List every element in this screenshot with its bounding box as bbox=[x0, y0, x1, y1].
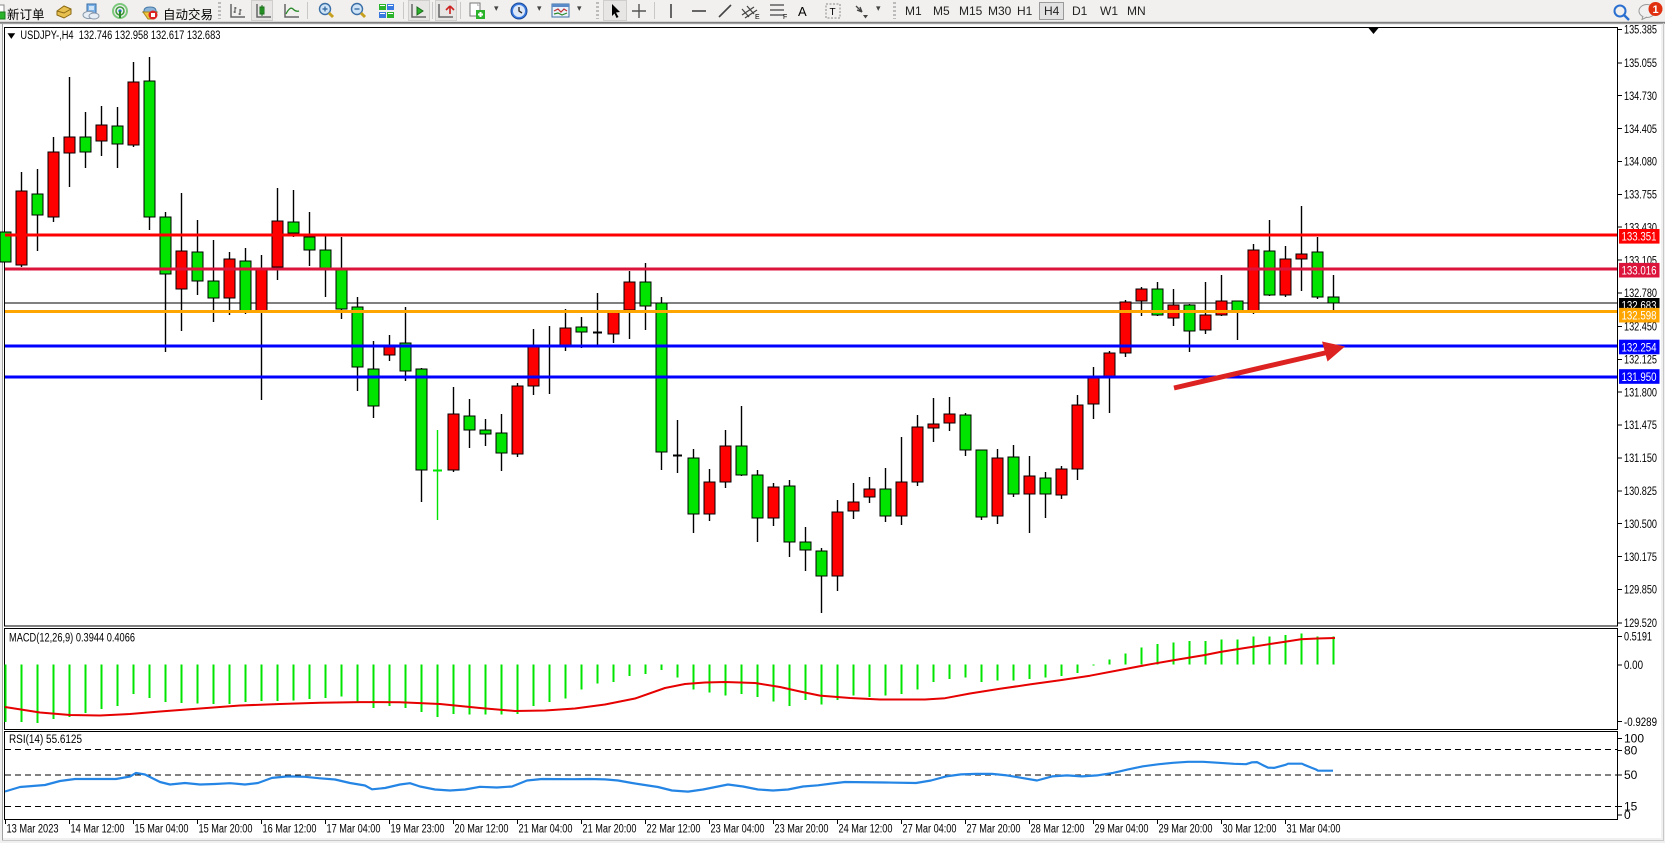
svg-text:21 Mar 04:00: 21 Mar 04:00 bbox=[519, 824, 573, 836]
svg-text:22 Mar 12:00: 22 Mar 12:00 bbox=[647, 824, 701, 836]
svg-text:133.755: 133.755 bbox=[1624, 188, 1657, 202]
svg-text:24 Mar 12:00: 24 Mar 12:00 bbox=[839, 824, 893, 836]
svg-text:MACD(12,26,9) 0.3944 0.4066: MACD(12,26,9) 0.3944 0.4066 bbox=[9, 633, 135, 645]
svg-text:131.475: 131.475 bbox=[1624, 418, 1657, 432]
svg-text:130.500: 130.500 bbox=[1624, 517, 1657, 531]
svg-text:28 Mar 12:00: 28 Mar 12:00 bbox=[1031, 824, 1085, 836]
svg-text:131.800: 131.800 bbox=[1624, 385, 1657, 399]
svg-text:134.405: 134.405 bbox=[1624, 122, 1657, 136]
svg-text:129.850: 129.850 bbox=[1624, 583, 1657, 597]
svg-text:29 Mar 04:00: 29 Mar 04:00 bbox=[1095, 824, 1149, 836]
svg-text:-0.9289: -0.9289 bbox=[1624, 715, 1657, 729]
svg-text:17 Mar 04:00: 17 Mar 04:00 bbox=[327, 824, 381, 836]
svg-text:30 Mar 12:00: 30 Mar 12:00 bbox=[1223, 824, 1277, 836]
svg-text:15 Mar 20:00: 15 Mar 20:00 bbox=[199, 824, 253, 836]
svg-text:E: E bbox=[755, 14, 760, 20]
svg-text:16 Mar 12:00: 16 Mar 12:00 bbox=[263, 824, 317, 836]
svg-text:20 Mar 12:00: 20 Mar 12:00 bbox=[455, 824, 509, 836]
svg-text:0.00: 0.00 bbox=[1624, 658, 1643, 672]
svg-text:F: F bbox=[783, 14, 787, 20]
svg-text:132.598: 132.598 bbox=[1622, 309, 1657, 323]
svg-text:21 Mar 20:00: 21 Mar 20:00 bbox=[583, 824, 637, 836]
svg-text:31 Mar 04:00: 31 Mar 04:00 bbox=[1287, 824, 1341, 836]
svg-text:130.825: 130.825 bbox=[1624, 484, 1657, 498]
svg-text:T: T bbox=[830, 7, 836, 18]
svg-text:131.150: 131.150 bbox=[1624, 451, 1657, 465]
svg-text:13 Mar 2023: 13 Mar 2023 bbox=[7, 824, 59, 836]
svg-text:132.254: 132.254 bbox=[1622, 340, 1657, 354]
svg-text:1: 1 bbox=[1652, 4, 1658, 16]
svg-text:132.125: 132.125 bbox=[1624, 353, 1657, 367]
svg-text:27 Mar 20:00: 27 Mar 20:00 bbox=[967, 824, 1021, 836]
svg-text:29 Mar 20:00: 29 Mar 20:00 bbox=[1159, 824, 1213, 836]
svg-text:100: 100 bbox=[1624, 732, 1644, 746]
svg-text:134.080: 134.080 bbox=[1624, 155, 1657, 169]
svg-text:131.950: 131.950 bbox=[1622, 370, 1657, 384]
svg-text:133.016: 133.016 bbox=[1622, 264, 1657, 278]
svg-text:135.055: 135.055 bbox=[1624, 56, 1657, 70]
svg-text:14 Mar 12:00: 14 Mar 12:00 bbox=[71, 824, 125, 836]
svg-text:23 Mar 04:00: 23 Mar 04:00 bbox=[711, 824, 765, 836]
svg-text:0: 0 bbox=[1624, 808, 1631, 822]
svg-text:27 Mar 04:00: 27 Mar 04:00 bbox=[903, 824, 957, 836]
svg-text:135.385: 135.385 bbox=[1624, 23, 1657, 37]
svg-text:15 Mar 04:00: 15 Mar 04:00 bbox=[135, 824, 189, 836]
svg-text:0.5191: 0.5191 bbox=[1624, 630, 1652, 644]
svg-text:132.450: 132.450 bbox=[1624, 320, 1657, 334]
svg-text:23 Mar 20:00: 23 Mar 20:00 bbox=[775, 824, 829, 836]
svg-text:80: 80 bbox=[1624, 744, 1638, 758]
svg-text:134.730: 134.730 bbox=[1624, 89, 1657, 103]
svg-text:15: 15 bbox=[1624, 800, 1638, 814]
svg-text:19 Mar 23:00: 19 Mar 23:00 bbox=[391, 824, 445, 836]
svg-text:USDJPY-,H4 132.746 132.958 13: USDJPY-,H4 132.746 132.958 132.617 132.6… bbox=[20, 30, 220, 42]
svg-text:RSI(14) 55.6125: RSI(14) 55.6125 bbox=[9, 734, 82, 746]
svg-text:133.351: 133.351 bbox=[1622, 230, 1657, 244]
svg-text:50: 50 bbox=[1624, 768, 1638, 782]
svg-text:132.780: 132.780 bbox=[1624, 286, 1657, 300]
svg-text:129.520: 129.520 bbox=[1624, 616, 1657, 630]
svg-text:130.175: 130.175 bbox=[1624, 550, 1657, 564]
